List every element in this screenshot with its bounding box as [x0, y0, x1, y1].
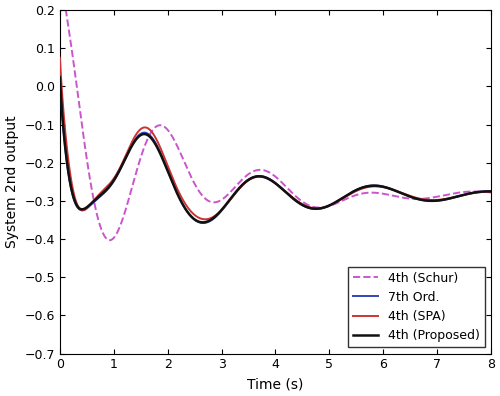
4th (SPA)	[202, 217, 208, 222]
4th (Proposed)	[189, 215, 195, 219]
X-axis label: Time (s): Time (s)	[248, 377, 304, 391]
4th (Proposed)	[228, 196, 234, 201]
4th (SPA)	[320, 205, 326, 210]
7th Ord.	[206, 219, 212, 224]
Line: 4th (Schur): 4th (Schur)	[60, 0, 492, 240]
4th (Proposed)	[320, 205, 326, 210]
4th (SPA)	[488, 189, 494, 194]
4th (Schur)	[418, 196, 424, 201]
7th Ord.	[418, 198, 424, 202]
4th (Proposed)	[57, 75, 63, 80]
7th Ord.	[488, 189, 494, 194]
4th (Schur)	[189, 177, 195, 181]
4th (Schur)	[84, 155, 89, 160]
7th Ord.	[200, 221, 206, 225]
4th (SPA)	[228, 197, 234, 202]
4th (Proposed)	[418, 198, 424, 202]
Y-axis label: System 2nd output: System 2nd output	[5, 116, 19, 248]
4th (Schur)	[206, 199, 212, 204]
7th Ord.	[84, 206, 89, 211]
Line: 4th (Proposed): 4th (Proposed)	[60, 78, 492, 223]
4th (SPA)	[418, 196, 424, 201]
4th (Schur)	[107, 238, 113, 243]
4th (SPA)	[189, 210, 195, 215]
4th (SPA)	[84, 206, 89, 211]
4th (Schur)	[320, 205, 326, 210]
Line: 7th Ord.: 7th Ord.	[60, 76, 492, 223]
4th (SPA)	[57, 55, 63, 60]
4th (Schur)	[228, 189, 234, 194]
4th (Proposed)	[84, 205, 89, 210]
4th (Proposed)	[488, 189, 494, 194]
7th Ord.	[189, 215, 195, 220]
Legend: 4th (Schur), 7th Ord., 4th (SPA), 4th (Proposed): 4th (Schur), 7th Ord., 4th (SPA), 4th (P…	[348, 267, 485, 347]
7th Ord.	[228, 196, 234, 201]
7th Ord.	[320, 206, 326, 210]
7th Ord.	[57, 74, 63, 78]
4th (Schur)	[488, 190, 494, 195]
4th (Proposed)	[206, 219, 212, 223]
4th (SPA)	[206, 217, 212, 221]
4th (Proposed)	[200, 220, 205, 225]
Line: 4th (SPA): 4th (SPA)	[60, 58, 492, 219]
